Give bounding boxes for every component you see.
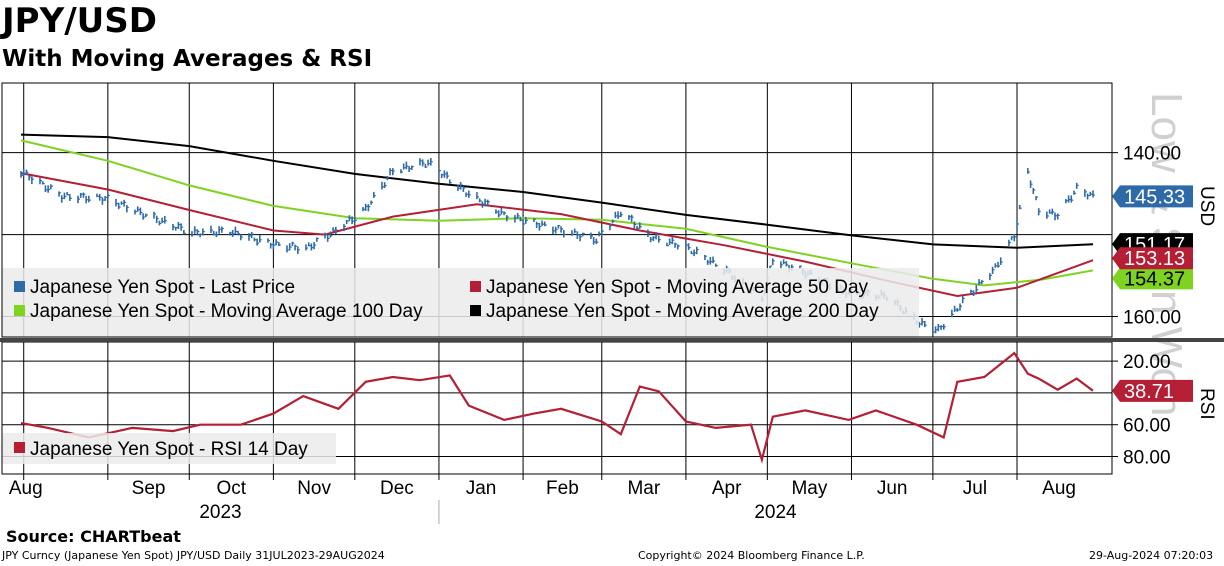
ma50-last-tag-text: 153.13 (1124, 248, 1185, 270)
legend-swatch-ma100-line (14, 305, 25, 316)
x-month-label: Jul (963, 478, 987, 499)
legend-label-ma100-line: Japanese Yen Spot - Moving Average 100 D… (30, 301, 423, 322)
ticker-description: JPY Curncy (Japanese Yen Spot) JPY/USD D… (2, 549, 385, 562)
ma100-line (20, 139, 1094, 287)
x-month-label: Jun (877, 478, 908, 499)
x-month-label: Jan (466, 478, 497, 499)
rsi-y-tick-label: 60.00 (1123, 416, 1171, 437)
rsi-y-axis-title: RSI (1196, 388, 1217, 420)
legend-swatch-price-last-series (14, 281, 25, 292)
price-last-tag-bg (1112, 185, 1193, 208)
legend-label-price-last-series: Japanese Yen Spot - Last Price (30, 277, 295, 298)
legend-label-ma200-line: Japanese Yen Spot - Moving Average 200 D… (486, 301, 879, 322)
price-y-tick-label: 160.00 (1123, 308, 1181, 329)
legend-swatch-ma50-line (470, 281, 481, 292)
chart-subtitle: With Moving Averages & RSI (2, 46, 373, 72)
timestamp: 29-Aug-2024 07:20:03 (1089, 549, 1214, 562)
rsi-y-tick-label: 80.00 (1123, 448, 1171, 469)
legend: Japanese Yen Spot - Last Price Japanese Y… (2, 268, 919, 464)
rsi-y-tick-label: 20.00 (1123, 352, 1171, 373)
ma200-line (20, 133, 1094, 249)
price-last-series (20, 157, 1096, 334)
legend-label-ma50-line: Japanese Yen Spot - Moving Average 50 Da… (486, 277, 869, 298)
rsi-last-tag-text: 38.71 (1124, 381, 1174, 403)
source-note: Source: CHARTbeat (6, 527, 181, 546)
rsi-legend-box (2, 433, 336, 464)
copyright-note: Copyright© 2024 Bloomberg Finance L.P. (638, 549, 865, 562)
legend-swatch-ma200-line (470, 305, 481, 316)
legend-label-rsi: Japanese Yen Spot - RSI 14 Day (30, 439, 308, 460)
legend-swatch-rsi (14, 442, 25, 453)
price-y-axis-title: USD (1196, 186, 1217, 226)
x-year-label: 2023 (199, 502, 241, 523)
x-month-label: Oct (217, 478, 247, 499)
axes: 140.00 160.00 20.00 60.00 80.00 USD RSI Aug Sep O… (9, 144, 1217, 524)
series-layer (20, 133, 1096, 464)
x-month-label: Aug (1042, 478, 1076, 499)
x-month-label: Nov (297, 478, 331, 499)
x-month-label: Aug (9, 478, 43, 499)
x-month-label: Feb (546, 478, 579, 499)
price-y-tick-label: 140.00 (1123, 144, 1181, 165)
chart-title: JPY/USD (2, 1, 157, 41)
ma100-last-tag-bg (1112, 267, 1193, 290)
price-panel-frame (1, 82, 1113, 338)
ma50-last-tag-bg (1112, 247, 1193, 270)
price-legend-box (2, 268, 919, 339)
x-month-label: Dec (380, 478, 414, 499)
x-month-label: May (791, 478, 827, 499)
x-year-label: 2024 (754, 502, 797, 523)
x-month-label: Apr (712, 478, 742, 499)
panel-divider (0, 338, 1224, 342)
ma100-last-tag-text: 154.37 (1124, 268, 1185, 290)
rsi-line (20, 351, 1094, 464)
price-last-tag-text: 145.33 (1124, 186, 1185, 208)
ma50-line (20, 172, 1094, 298)
rsi-last-tag-bg (1112, 379, 1193, 402)
x-month-label: Mar (627, 478, 660, 499)
x-month-label: Sep (132, 478, 166, 499)
frame (0, 82, 1224, 475)
